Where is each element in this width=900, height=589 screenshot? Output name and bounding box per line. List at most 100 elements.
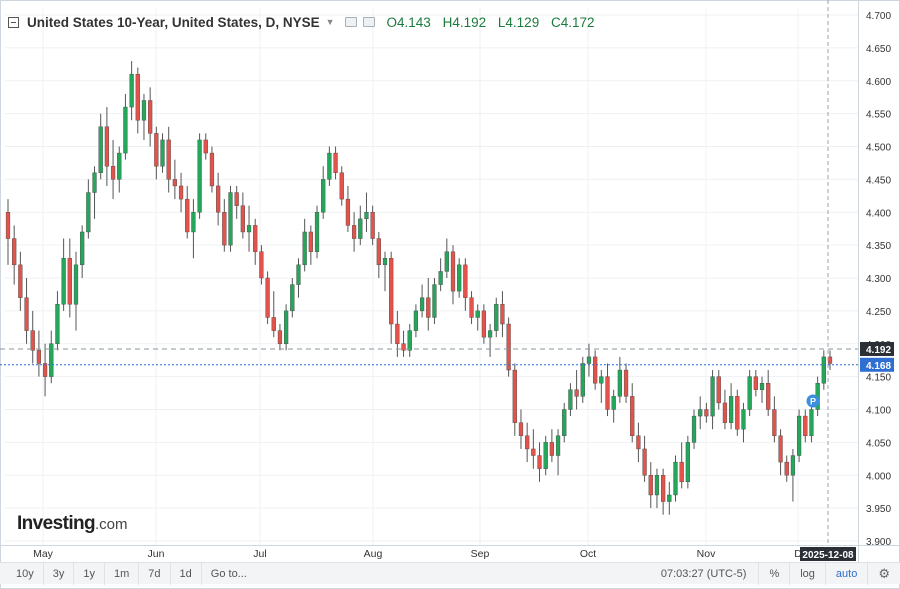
candle-down (240, 205, 245, 233)
candle-up (49, 343, 54, 377)
candle-down (753, 376, 758, 390)
x-tick-label: D (794, 548, 802, 560)
candle-up (117, 152, 122, 180)
candle-up (555, 435, 561, 456)
candle-down (549, 442, 554, 456)
y-tick-label: 4.350 (866, 241, 891, 252)
chart-legend: United States 10-Year, United States, D,… (8, 12, 603, 32)
candle-down (463, 264, 468, 298)
range-7d-button[interactable]: 7d (139, 562, 171, 585)
candle-down (772, 409, 777, 436)
candle-down (222, 212, 227, 246)
close-icon[interactable] (362, 17, 375, 27)
candle-down (661, 475, 666, 502)
y-tick-label: 4.100 (866, 406, 891, 417)
candle-up (759, 383, 765, 390)
candle-up (129, 73, 134, 108)
y-tick-label: 4.400 (866, 208, 891, 219)
x-tick-label: Oct (580, 548, 596, 560)
range-1m-button[interactable]: 1m (105, 562, 140, 585)
settings-icon[interactable] (344, 17, 357, 27)
candle-up (562, 409, 567, 436)
candle-up (611, 396, 616, 410)
percent-toggle[interactable]: % (758, 562, 789, 585)
y-tick-label: 3.900 (866, 537, 891, 548)
candle-up (487, 330, 493, 338)
candle-up (438, 271, 443, 285)
investing-logo: Investing.com (17, 513, 128, 535)
candle-up (160, 139, 165, 167)
range-3y-button[interactable]: 3y (44, 562, 75, 585)
current-price-label: 4.168 (866, 361, 891, 372)
x-tick-label: Sep (471, 548, 490, 560)
range-1y-button[interactable]: 1y (74, 562, 105, 585)
candle-up (327, 152, 332, 180)
date-marker-label: 2025-12-08 (802, 550, 854, 561)
candle-down (154, 133, 159, 167)
candle-up (86, 192, 91, 233)
candle-up (358, 218, 363, 239)
candle-up (457, 264, 462, 292)
y-tick-label: 4.700 (866, 11, 891, 22)
candle-up (364, 212, 369, 220)
candle-up (543, 442, 548, 469)
y-tick-label: 4.650 (866, 44, 891, 55)
candle-down (209, 152, 215, 187)
candle-down (67, 258, 72, 305)
candle-down (648, 475, 653, 496)
candle-down (450, 251, 456, 292)
candle-down (216, 185, 221, 213)
auto-toggle[interactable]: auto (824, 562, 867, 585)
candle-up (691, 415, 697, 443)
candle-up (790, 455, 796, 476)
candle-down (827, 356, 833, 364)
candle-down (5, 212, 11, 239)
price-chart[interactable]: 4.700 4.650 4.600 4.550 4.500 4.450 4.400 4.350… (0, 0, 900, 562)
gear-icon[interactable]: ⚙ (867, 562, 900, 585)
candle-up (197, 139, 202, 213)
candle-up (586, 356, 592, 364)
chevron-down-icon[interactable]: ▼ (325, 17, 335, 27)
candle-down (110, 166, 116, 180)
candle-up (92, 172, 97, 193)
candle-up (494, 304, 499, 331)
candle-up (407, 330, 412, 351)
ohlc-values: O4.143 H4.192 L4.129 C4.172 (387, 15, 603, 30)
candle-up (568, 389, 573, 410)
candle-down (395, 323, 400, 344)
candle-up (123, 106, 128, 154)
date-marker-bg (800, 547, 856, 561)
candle-up (55, 304, 60, 344)
range-10y-button[interactable]: 10y (0, 562, 44, 585)
y-tick-label: 4.450 (866, 175, 891, 186)
clock-readout: 07:03:27 (UTC-5) (660, 567, 747, 580)
candle-down (166, 139, 171, 180)
y-tick-label: 4.600 (866, 77, 891, 88)
event-marker-icon[interactable] (806, 394, 820, 408)
candle-down (630, 396, 635, 437)
goto-button[interactable]: Go to... (210, 567, 247, 580)
y-tick-label: 4.000 (866, 471, 891, 482)
candle-up (673, 461, 678, 496)
candle-down (370, 212, 375, 239)
candle-down (518, 422, 524, 436)
collapse-icon[interactable] (8, 16, 19, 28)
x-tick-label: Nov (697, 548, 716, 560)
candle-up (444, 251, 449, 272)
candle-down (722, 402, 728, 423)
candle-down (376, 238, 381, 266)
candle-up (728, 396, 734, 423)
current-price-label-bg (860, 357, 894, 372)
candle-down (271, 317, 276, 331)
range-1d-button[interactable]: 1d (171, 562, 202, 585)
candle-up (747, 376, 752, 410)
candle-down (259, 251, 264, 279)
log-toggle[interactable]: log (789, 562, 825, 585)
candle-down (277, 330, 283, 344)
x-tick-label: Jul (253, 548, 266, 560)
y-tick-label: 4.550 (866, 110, 891, 121)
close-value: C4.172 (550, 14, 595, 30)
candle-up (809, 409, 814, 436)
candle-down (24, 297, 29, 331)
candle-down (308, 231, 313, 252)
